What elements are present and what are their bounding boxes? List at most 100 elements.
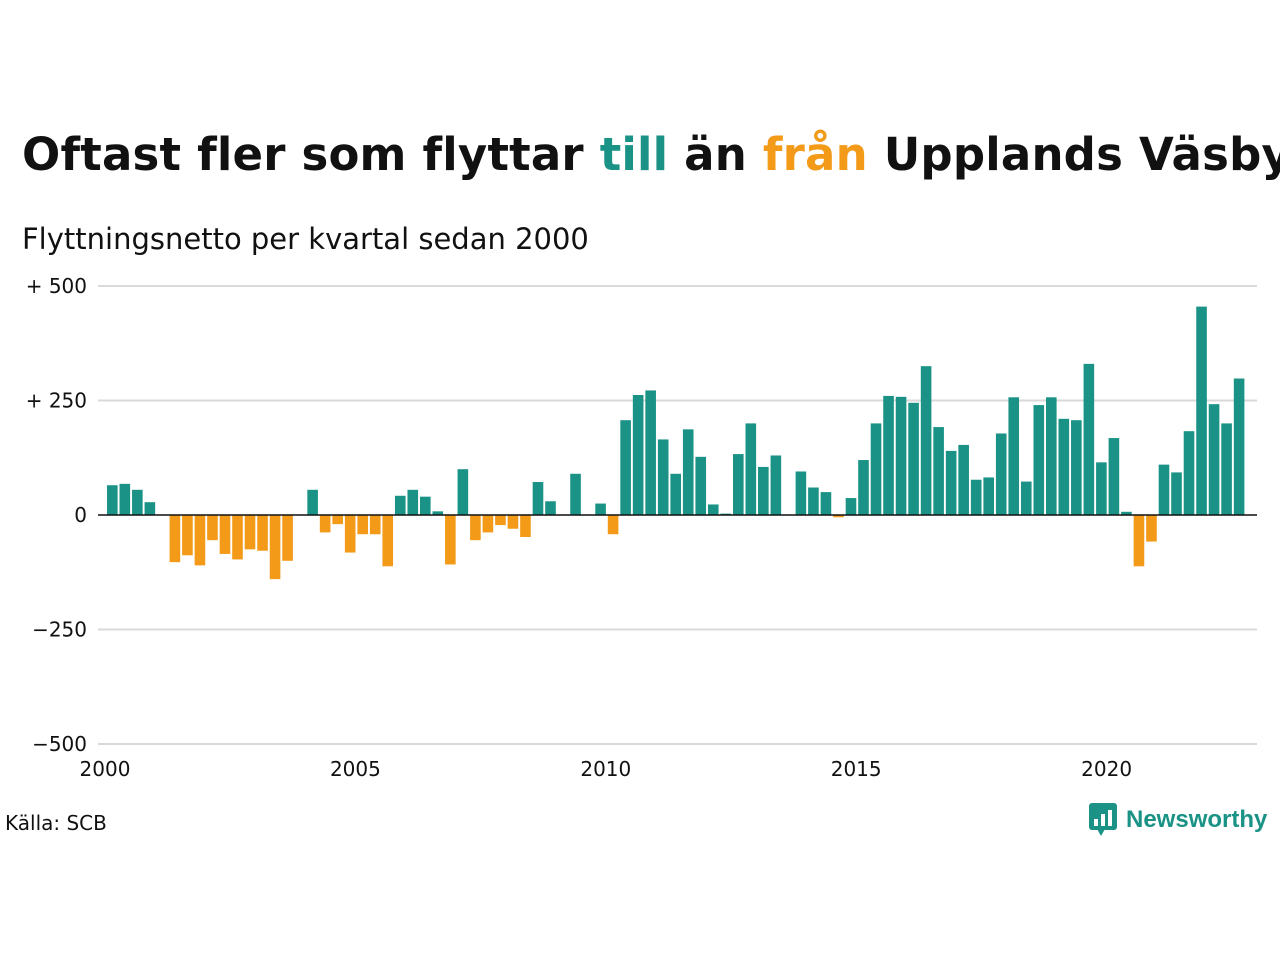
bar bbox=[795, 471, 807, 515]
x-tick-label: 2015 bbox=[831, 757, 882, 781]
title-part-1: Oftast fler som flyttar bbox=[22, 128, 600, 181]
bar bbox=[1046, 397, 1057, 515]
bar bbox=[144, 502, 156, 515]
bar bbox=[407, 489, 419, 515]
chart-title: Oftast fler som flyttar till än från Upp… bbox=[22, 128, 1280, 181]
bar bbox=[344, 515, 356, 553]
bar bbox=[332, 515, 343, 525]
bar bbox=[1071, 420, 1082, 515]
bar bbox=[319, 515, 331, 533]
bar bbox=[833, 515, 844, 518]
y-tick-label: −250 bbox=[32, 618, 87, 642]
x-tick-label: 2010 bbox=[580, 757, 631, 781]
brand-name: Newsworthy bbox=[1126, 806, 1268, 833]
y-tick-label: + 250 bbox=[26, 389, 87, 413]
bar bbox=[745, 423, 757, 515]
bar bbox=[945, 450, 957, 515]
bar bbox=[282, 515, 293, 561]
bar bbox=[632, 395, 644, 515]
bar bbox=[445, 515, 456, 565]
bar bbox=[1221, 423, 1232, 515]
bar bbox=[1020, 481, 1032, 515]
bar bbox=[620, 420, 631, 515]
bar bbox=[1121, 511, 1132, 515]
bar bbox=[357, 515, 368, 535]
bar bbox=[420, 496, 431, 515]
bar bbox=[1133, 515, 1145, 567]
bar-chart: + 500 + 250 0 −250 −500 2000 2005 2010 2015 2020 bbox=[26, 274, 1257, 781]
bar bbox=[520, 515, 531, 537]
bar bbox=[995, 433, 1007, 515]
bar bbox=[870, 423, 882, 515]
bar bbox=[657, 439, 669, 515]
bar bbox=[770, 455, 782, 515]
bar bbox=[257, 515, 268, 551]
newsworthy-logo: Newsworthy bbox=[1088, 802, 1267, 838]
bar bbox=[207, 515, 218, 541]
bar bbox=[1208, 404, 1220, 515]
bar bbox=[470, 515, 481, 541]
chart-subtitle: Flyttningsnetto per kvartal sedan 2000 bbox=[22, 222, 589, 256]
bar-series bbox=[107, 306, 1245, 580]
chat-bars-icon bbox=[1089, 803, 1117, 836]
source-label: Källa: SCB bbox=[5, 811, 107, 835]
title-highlight-fran: från bbox=[762, 128, 868, 181]
bar bbox=[820, 492, 832, 515]
bar bbox=[983, 477, 994, 515]
bar bbox=[645, 390, 656, 515]
bar bbox=[532, 482, 544, 515]
bar bbox=[1196, 306, 1207, 515]
y-axis-ticks: + 500 + 250 0 −250 −500 bbox=[26, 274, 87, 756]
bar bbox=[394, 495, 406, 515]
title-part-3: Upplands Väsby bbox=[867, 128, 1280, 181]
bar bbox=[1158, 464, 1170, 515]
bar bbox=[495, 515, 506, 526]
bar bbox=[432, 511, 444, 515]
bar bbox=[670, 473, 681, 515]
bar bbox=[970, 479, 982, 515]
bar bbox=[219, 515, 231, 554]
x-axis-ticks: 2000 2005 2010 2015 2020 bbox=[80, 757, 1133, 781]
bar bbox=[369, 515, 381, 535]
bar bbox=[707, 504, 719, 515]
x-tick-label: 2005 bbox=[330, 757, 381, 781]
bar bbox=[269, 515, 281, 580]
bar bbox=[107, 485, 118, 515]
bar bbox=[457, 469, 469, 515]
bar bbox=[194, 515, 206, 566]
bar bbox=[895, 396, 907, 515]
bar bbox=[132, 489, 143, 515]
bar bbox=[1108, 438, 1120, 515]
bar bbox=[958, 444, 969, 515]
bar bbox=[1183, 431, 1195, 515]
bar bbox=[1033, 405, 1045, 515]
bar bbox=[845, 498, 857, 515]
bar bbox=[607, 515, 619, 535]
x-tick-label: 2000 bbox=[80, 757, 131, 781]
bar bbox=[182, 515, 193, 556]
bar bbox=[1146, 515, 1157, 542]
x-tick-label: 2020 bbox=[1081, 757, 1132, 781]
bar bbox=[307, 489, 318, 515]
bar bbox=[232, 515, 243, 560]
bar bbox=[382, 515, 394, 567]
bar bbox=[733, 454, 744, 515]
bar bbox=[482, 515, 494, 533]
bar bbox=[883, 395, 894, 515]
bar bbox=[244, 515, 256, 550]
bar bbox=[682, 429, 694, 515]
title-highlight-till: till bbox=[599, 128, 669, 181]
y-tick-label: −500 bbox=[32, 732, 87, 756]
bar bbox=[1058, 418, 1070, 515]
bar bbox=[695, 456, 707, 515]
bar bbox=[1171, 472, 1182, 515]
bar bbox=[908, 402, 919, 515]
bar bbox=[507, 515, 519, 529]
bar bbox=[808, 487, 819, 515]
bar bbox=[1083, 363, 1095, 515]
bar bbox=[758, 466, 769, 515]
bar bbox=[1008, 397, 1020, 515]
bar bbox=[1096, 462, 1107, 515]
y-tick-label: 0 bbox=[74, 503, 87, 527]
bar bbox=[858, 460, 869, 515]
